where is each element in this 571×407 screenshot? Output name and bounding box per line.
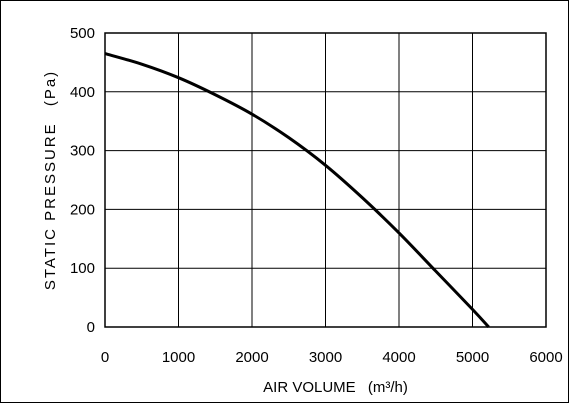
y-tick-label: 300: [70, 143, 95, 160]
x-axis-label: AIR VOLUME (m³/h): [263, 379, 408, 396]
y-tick-label: 100: [70, 260, 95, 277]
x-tick-label: 4000: [382, 349, 415, 366]
x-tick-labels: 0 1000 2000 3000 4000 5000 6000: [101, 349, 563, 366]
y-tick-label: 400: [70, 84, 95, 101]
x-tick-label: 3000: [309, 349, 342, 366]
y-tick-label: 200: [70, 201, 95, 218]
y-axis-label: STATIC PRESSURE (Pa): [42, 70, 59, 290]
plot-area: [104, 32, 547, 328]
x-tick-label: 5000: [456, 349, 489, 366]
grid: [105, 33, 546, 327]
performance-curve: [104, 52, 490, 329]
y-tick-labels: 0 100 200 300 400 500: [70, 25, 95, 336]
x-tick-label: 2000: [235, 349, 268, 366]
x-tick-label: 1000: [162, 349, 195, 366]
x-tick-label: 0: [101, 349, 109, 366]
y-tick-label: 500: [70, 25, 95, 42]
x-tick-label: 6000: [529, 349, 562, 366]
y-tick-label: 0: [87, 319, 95, 336]
